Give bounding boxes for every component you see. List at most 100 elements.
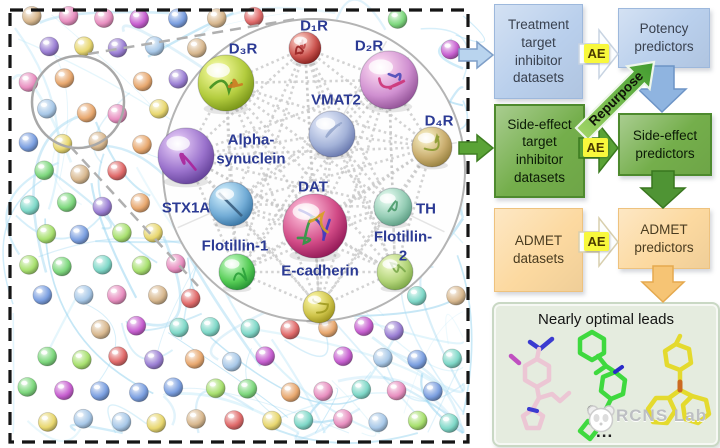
protein-flot2-label: Flotillin-2 (373, 228, 433, 264)
protein-d4r-sphere (411, 126, 453, 168)
network-node (32, 285, 53, 305)
network-node (70, 164, 90, 185)
network-node (169, 317, 189, 338)
protein-d2r-sphere (359, 50, 419, 110)
network-node (69, 224, 90, 245)
network-node (262, 410, 282, 431)
protein-d3r-label: D₃R (228, 40, 258, 58)
network-node (255, 346, 276, 367)
ae-badge-2: AE (583, 138, 608, 157)
network-node (107, 160, 127, 181)
network-node (313, 381, 334, 402)
network-node (73, 284, 94, 305)
network-node (19, 195, 40, 216)
ppi-network-panel (2, 0, 486, 445)
protein-d4r-label: D₄R (424, 112, 454, 130)
network-node (111, 411, 132, 432)
network-node (56, 192, 77, 213)
network-node (54, 68, 75, 89)
protein-th-sphere (373, 187, 413, 227)
network-node (386, 380, 407, 401)
leads-title: Nearly optimal leads (538, 311, 674, 328)
side-effect-datasets-box: Side-effect target inhibitor datasets (494, 104, 585, 198)
network-node (132, 134, 152, 155)
network-node (90, 381, 110, 402)
network-node (128, 382, 149, 403)
nearly-optimal-leads-panel: Nearly optimal leads (492, 302, 720, 447)
network-node (186, 409, 207, 429)
protein-th-label: TH (416, 200, 436, 218)
protein-ecad-sphere (302, 290, 336, 324)
network-node (37, 412, 58, 432)
admet-datasets-box: ADMET datasets (494, 208, 583, 292)
network-node (280, 382, 301, 403)
network-node (18, 132, 39, 153)
network-node (439, 413, 460, 434)
network-node (131, 255, 152, 276)
network-nodes (17, 6, 467, 434)
network-node (36, 223, 57, 244)
network-node (144, 349, 164, 370)
protein-mesh (157, 21, 457, 325)
protein-flot1-sphere (218, 253, 256, 291)
network-node (351, 379, 372, 400)
panda-logo-icon (587, 405, 615, 433)
protein-stx1a-label: STX1A (161, 199, 211, 217)
network-node (73, 408, 94, 429)
network-node (368, 412, 389, 433)
lens-tangent-bottom (69, 145, 199, 287)
network-node (17, 377, 38, 397)
network-node (34, 160, 55, 181)
network-node (54, 380, 74, 401)
network-node (384, 320, 404, 341)
network-node (221, 351, 242, 372)
protein-d2r-label: D₂R (354, 37, 384, 55)
protein-vmat2-label: VMAT2 (311, 91, 361, 109)
network-node (106, 284, 127, 305)
protein-flot1-label: Flotillin-1 (201, 237, 269, 255)
sideeffect-down-arrow (639, 170, 687, 210)
network-node (407, 349, 428, 370)
network-node (129, 8, 150, 29)
network-node (52, 256, 72, 277)
ellipsis-dots: ... (596, 422, 614, 441)
network-node (126, 315, 147, 336)
network-node (52, 133, 73, 154)
admet-predictors-box: ADMET predictors (618, 208, 710, 269)
network-node (37, 346, 58, 367)
ae-badge-3: AE (584, 232, 609, 251)
protein-dat-label: DAT (298, 178, 328, 196)
network-node (163, 377, 184, 398)
lead-molecule-3 (645, 333, 712, 426)
network-node (200, 316, 221, 337)
treatment-datasets-box: Treatment target inhibitor datasets (494, 4, 583, 99)
protein-ecad-label: E-cadherin (281, 262, 359, 280)
network-node (372, 347, 393, 368)
network-node (112, 222, 132, 243)
protein-asyn-sphere (157, 127, 215, 185)
network-node (132, 71, 153, 92)
network-node (353, 316, 374, 337)
network-node (280, 319, 301, 340)
admet-down-arrow (640, 265, 686, 304)
network-node (146, 413, 167, 433)
network-to-sideeffect-arrow (458, 133, 495, 163)
network-node (19, 254, 39, 275)
network-node (71, 349, 92, 370)
network-node (184, 349, 205, 369)
network-node (76, 102, 97, 123)
protein-d1r-label: D₁R (300, 17, 328, 35)
repurpose-arrow (574, 60, 656, 142)
network-node (130, 192, 151, 213)
lead-molecule-1 (508, 336, 572, 431)
network-node (205, 378, 226, 399)
network-node (92, 254, 113, 275)
network-node (224, 410, 245, 431)
network-node (39, 36, 60, 57)
network-node (37, 98, 57, 119)
side-effect-predictors-box: Side-effect predictors (618, 113, 712, 176)
protein-asyn-label: Alpha- synuclein (216, 131, 286, 167)
network-node (333, 346, 354, 367)
protein-dat-sphere (282, 193, 348, 259)
